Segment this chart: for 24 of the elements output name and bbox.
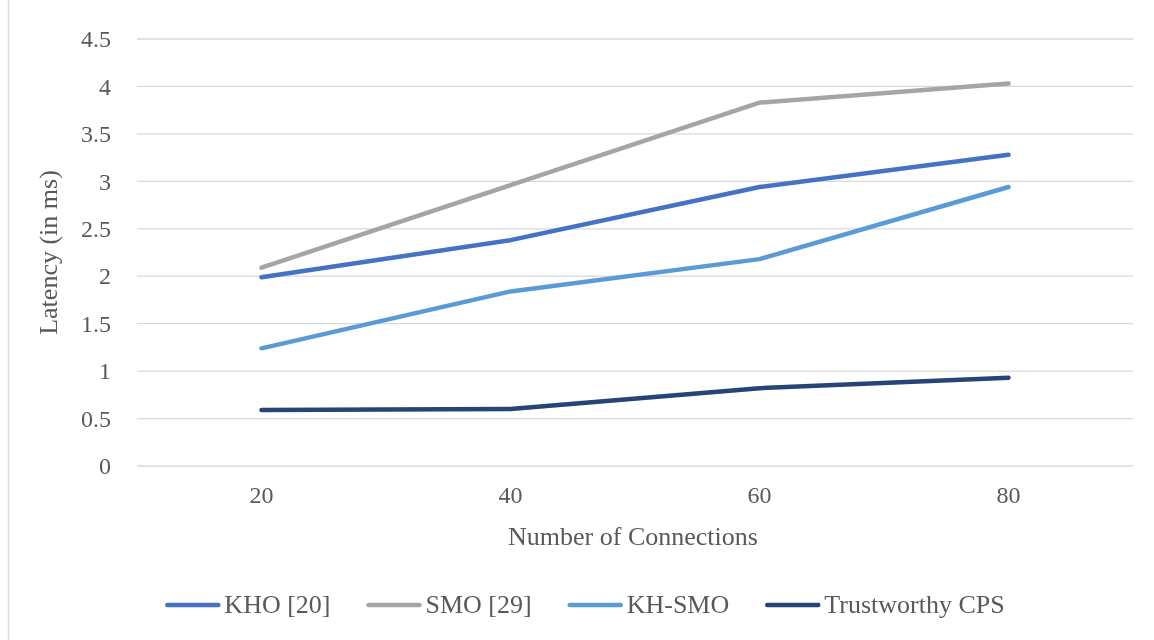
y-tick-label: 2.5 bbox=[81, 215, 111, 242]
y-tick-label: 4.5 bbox=[81, 26, 111, 53]
y-tick-label: 0.5 bbox=[81, 405, 111, 432]
x-tick-label: 60 bbox=[747, 482, 772, 509]
y-tick-label: 3.5 bbox=[81, 121, 111, 148]
legend-label: KHO [20] bbox=[224, 590, 331, 619]
y-tick-label: 2 bbox=[99, 263, 111, 290]
legend-label: Trustworthy CPS bbox=[824, 590, 1005, 619]
line-series bbox=[259, 81, 1011, 270]
legend-label: SMO [29] bbox=[425, 590, 532, 619]
line-series bbox=[259, 184, 1011, 351]
x-tick-label: 80 bbox=[996, 482, 1021, 509]
line-series bbox=[259, 375, 1011, 413]
x-tick-label: 20 bbox=[249, 482, 274, 509]
x-tick-label: 40 bbox=[498, 482, 523, 509]
line-series bbox=[259, 152, 1011, 280]
y-axis-title: Latency (in ms) bbox=[34, 170, 63, 335]
y-tick-label: 1 bbox=[99, 358, 111, 385]
x-axis-title: Number of Connections bbox=[508, 522, 758, 551]
y-tick-label: 3 bbox=[99, 168, 111, 195]
y-tick-label: 0 bbox=[99, 453, 111, 480]
y-tick-label: 1.5 bbox=[81, 310, 111, 337]
legend-label: KH-SMO bbox=[626, 590, 730, 619]
y-tick-label: 4 bbox=[99, 73, 111, 100]
